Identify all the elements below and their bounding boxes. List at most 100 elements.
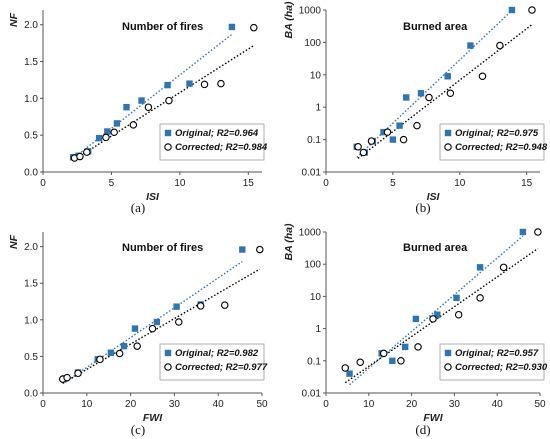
data-point-original (444, 73, 451, 80)
data-point-corrected (534, 228, 542, 236)
data-point-corrected (217, 79, 225, 88)
x-tick-label: 15 (243, 178, 255, 189)
data-point-corrected (115, 349, 124, 358)
data-point-original (153, 318, 161, 326)
y-axis-label: NF (8, 234, 20, 249)
x-tick-label: 10 (454, 178, 466, 189)
data-point-corrected (478, 72, 487, 81)
y-tick-label: 2.0 (24, 242, 38, 253)
data-point-corrected (446, 89, 455, 97)
data-point-corrected (129, 121, 138, 129)
legend-entry-corrected: Corrected; R2=0.977 (175, 362, 268, 373)
y-tick-label: 1.5 (24, 279, 38, 290)
trendline-corrected (344, 247, 539, 384)
trendline-corrected (62, 268, 261, 384)
data-point-original (412, 315, 420, 323)
y-tick-label: 1.0 (24, 94, 38, 105)
y-tick-label: 1.0 (24, 315, 38, 326)
data-point-corrected (165, 96, 173, 105)
data-point-original (164, 81, 171, 89)
y-tick-label: 1 (315, 103, 321, 114)
x-tick-label: 0 (40, 399, 46, 410)
data-point-corrected (144, 103, 153, 111)
data-point-corrected (76, 152, 84, 161)
data-point-original (107, 349, 115, 356)
chart-panel-3: 0 10 20 30 40 50 0.0 0.5 1.0 1.5 2.0 FWI NF Number of… (8, 232, 268, 437)
data-point-original (396, 122, 403, 129)
chart-panel-2: 0 5 10 15 0.01 0.1 1 10 100 1000 ISI BA (ha) Burned … (283, 1, 548, 215)
x-tick-label: 20 (125, 399, 137, 410)
legend-box (439, 343, 545, 381)
legend: Original; R2=0.964 Corrected; R2=0.984 (159, 123, 268, 161)
legend-marker-corrected (444, 143, 452, 151)
data-point-original (239, 246, 246, 253)
data-point-original (104, 128, 111, 135)
x-tick-label: 15 (521, 178, 533, 189)
y-tick-label: 0.0 (24, 168, 38, 179)
legend: Original; R2=0.975 Corrected; R2=0.948 (439, 123, 548, 161)
data-point-corrected (397, 357, 405, 365)
x-tick-label: 50 (534, 399, 546, 410)
legend-box (159, 123, 265, 161)
chart-title: Number of fires (122, 21, 203, 33)
x-tick-label: 0 (323, 399, 329, 410)
legend-marker-corrected (164, 363, 172, 371)
x-tick-label: 40 (492, 399, 504, 410)
data-point-original (138, 97, 145, 104)
y-tick-label: 1000 (299, 228, 322, 239)
x-axis-label: FWI (423, 412, 443, 424)
x-tick-label: 10 (363, 399, 375, 410)
legend-marker-original (444, 349, 452, 357)
data-point-corrected (200, 80, 209, 89)
data-point-corrected (341, 364, 350, 372)
legend: Original; R2=0.982 Corrected; R2=0.977 (159, 343, 268, 381)
panel-label: (d) (415, 422, 430, 437)
legend-marker-original (164, 129, 172, 137)
data-point-corrected (496, 41, 504, 50)
y-tick-label: 0.5 (24, 352, 38, 363)
y-tick-label: 0.01 (302, 389, 322, 400)
data-point-original (417, 90, 425, 97)
x-tick-label: 10 (174, 178, 186, 189)
y-tick-label: 10 (310, 70, 322, 81)
y-tick-label: 1000 (299, 6, 322, 17)
legend-box (159, 343, 265, 381)
x-axis-label: ISI (146, 191, 160, 203)
chart-title: Number of fires (122, 242, 203, 254)
data-point-original (467, 42, 474, 49)
data-point-corrected (528, 6, 536, 14)
y-tick-label: 100 (304, 38, 321, 49)
data-point-corrected (221, 301, 229, 309)
x-tick-label: 20 (406, 399, 418, 410)
data-point-corrected (367, 137, 376, 145)
data-point-original (95, 134, 103, 142)
data-point-corrected (356, 358, 364, 367)
data-point-original (380, 128, 387, 136)
data-point-original (389, 357, 396, 364)
legend-entry-corrected: Corrected; R2=0.984 (175, 142, 268, 153)
data-point-original (476, 264, 484, 271)
data-point-corrected (250, 23, 258, 32)
data-point-original (113, 120, 121, 127)
data-point-original (123, 104, 130, 111)
data-point-corrected (380, 349, 388, 358)
y-tick-label: 1.5 (24, 57, 38, 68)
data-point-corrected (83, 148, 91, 156)
y-axis-label: NF (8, 12, 20, 27)
chart-title: Burned area (403, 242, 468, 254)
data-point-corrected (359, 148, 368, 157)
x-axis-label: ISI (427, 191, 441, 203)
y-tick-label: 100 (304, 260, 321, 271)
data-point-original (346, 370, 353, 377)
data-point-original (120, 342, 128, 350)
legend-marker-original (164, 349, 172, 357)
y-tick-label: 2.0 (24, 20, 38, 31)
panel-label: (c) (131, 422, 145, 437)
y-axis-label: BA (ha) (283, 223, 295, 260)
data-point-corrected (102, 133, 110, 142)
legend-entry-original: Original; R2=0.975 (455, 128, 539, 139)
x-tick-label: 40 (213, 399, 225, 410)
x-tick-label: 50 (256, 399, 268, 410)
data-point-original (453, 294, 460, 302)
